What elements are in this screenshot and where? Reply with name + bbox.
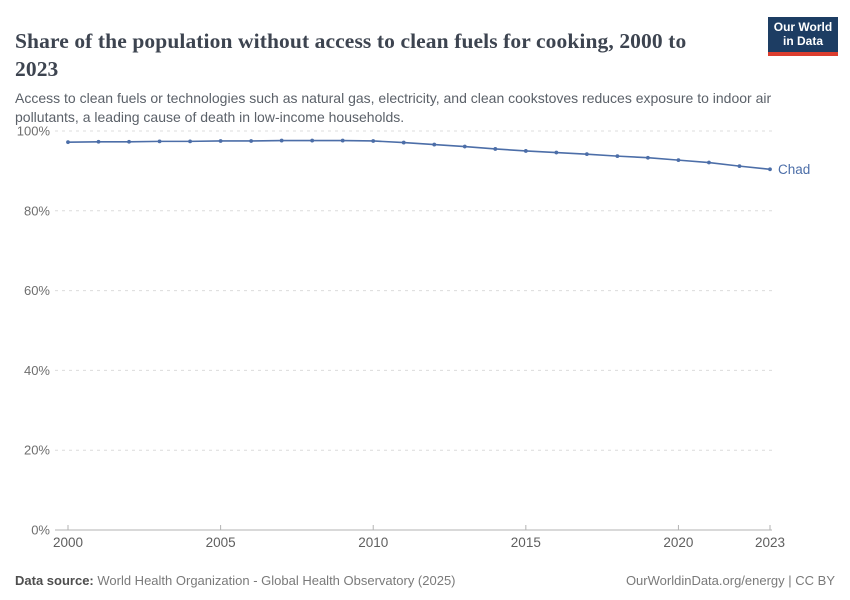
x-axis-tick-label: 2000 (53, 535, 83, 550)
owid-logo: Our World in Data (768, 17, 838, 56)
data-point (279, 138, 284, 143)
y-axis-tick-label: 100% (17, 124, 51, 139)
license-note: OurWorldinData.org/energy | CC BY (625, 573, 835, 588)
data-line-chad (67, 139, 771, 171)
data-point (249, 139, 254, 143)
data-point (554, 150, 559, 155)
y-axis-tick-label: 40% (24, 363, 50, 378)
series-end-label: Chad (778, 162, 810, 177)
data-point (432, 142, 437, 147)
data-point (584, 152, 589, 157)
x-axis-tick-label: 2010 (358, 535, 388, 550)
data-point (615, 154, 620, 159)
data-point (310, 138, 315, 143)
x-axis-tick-label: 2015 (511, 535, 541, 550)
chart-title: Share of the population without access t… (15, 29, 687, 82)
x-axis-tick-label: 2023 (755, 535, 785, 550)
chart-svg: 0% 20% 40% 60% 80% 100% 2000 2005 2010 2015 2020 20… (17, 124, 811, 551)
data-point (401, 140, 406, 145)
data-point (188, 139, 192, 144)
y-axis-tick-label: 60% (24, 283, 50, 298)
x-axis-tick-label: 2020 (663, 535, 693, 550)
y-axis-tick-label: 20% (24, 443, 50, 458)
data-point (96, 139, 101, 144)
data-point (66, 140, 70, 145)
data-point (157, 139, 162, 144)
x-axis-tick-label: 2005 (206, 535, 236, 550)
data-point (462, 144, 467, 149)
y-axis-tick-label: 80% (24, 203, 50, 218)
data-point (768, 167, 772, 172)
data-source-label: Data source: (15, 573, 94, 588)
y-axis-tick-label: 0% (31, 523, 50, 538)
owid-logo-line1: Our World (773, 20, 833, 34)
data-point (737, 164, 742, 169)
data-point (707, 160, 711, 165)
data-point (340, 138, 345, 143)
data-point (646, 155, 650, 160)
data-source-text: World Health Organization - Global Healt… (93, 573, 456, 588)
data-point (493, 147, 498, 151)
owid-logo-line2: in Data (782, 34, 823, 48)
chart-footer: Data source: World Health Organization -… (0, 573, 850, 588)
data-point (218, 139, 223, 143)
data-point (676, 158, 681, 163)
data-source-note: Data source: World Health Organization -… (15, 573, 456, 588)
data-point (371, 139, 376, 143)
data-point (127, 139, 131, 144)
data-point (523, 149, 528, 153)
chart-subtitle: Access to clean fuels or technologies su… (15, 90, 772, 125)
